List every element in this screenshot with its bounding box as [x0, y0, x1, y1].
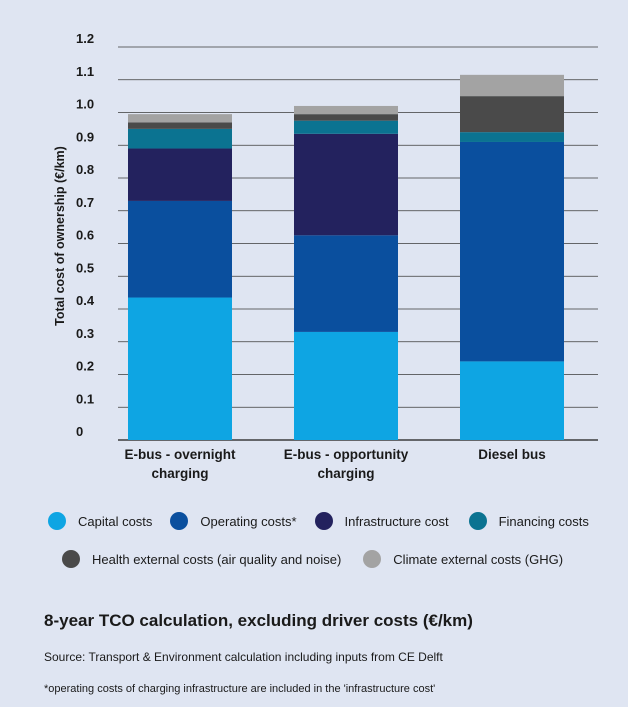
y-tick-label: 0.9 — [76, 129, 94, 144]
y-tick-label: 0.2 — [76, 359, 94, 374]
y-tick-label: 0.7 — [76, 195, 94, 210]
y-tick-label: 0 — [76, 424, 83, 439]
y-tick-label: 0.4 — [76, 293, 95, 308]
legend-item: Capital costs — [48, 512, 152, 530]
y-tick-label: 1.1 — [76, 64, 94, 79]
y-tick-label: 1.2 — [76, 31, 94, 46]
legend-label: Infrastructure cost — [344, 513, 449, 529]
y-tick-label: 1.0 — [76, 97, 94, 112]
bar-segment — [460, 361, 564, 440]
bar-segment — [294, 235, 398, 332]
bar-segment — [128, 122, 232, 129]
legend-swatch — [170, 512, 189, 530]
legend-swatch — [62, 550, 80, 568]
stacked-bar-chart: 0 0.1 0.2 0.3 0.4 0.5 0.6 0.7 0.8 0.9 1.0 1.1 1.2 E-… — [53, 31, 598, 481]
legend-row-2: Health external costs (air quality and n… — [62, 550, 563, 568]
bar-segment — [294, 331, 398, 440]
y-tick-label: 0.8 — [76, 162, 94, 177]
y-tick-label: 0.1 — [76, 391, 94, 406]
legend-item: Health external costs (air quality and n… — [62, 550, 341, 568]
legend-swatch — [314, 512, 333, 530]
y-tick-label: 0.5 — [76, 260, 94, 275]
category-label-line: charging — [317, 466, 374, 481]
bar-segment — [460, 74, 564, 97]
category-label: E-bus - opportunity charging — [284, 447, 409, 481]
category-label-line: Diesel bus — [478, 447, 546, 462]
bar-segment — [460, 132, 564, 142]
y-tick-label: 0.6 — [76, 228, 94, 243]
bar-segment — [128, 114, 232, 123]
bar-segment — [294, 114, 398, 121]
legend-item: Operating costs* — [170, 512, 297, 530]
legend-label: Capital costs — [78, 513, 153, 529]
bar-segment — [460, 141, 564, 362]
legend-label: Climate external costs (GHG) — [393, 551, 564, 567]
bar-segment — [128, 297, 232, 440]
bar-segment — [294, 105, 398, 115]
footnote: *operating costs of charging infrastruct… — [44, 683, 436, 695]
y-tick-labels: 0 0.1 0.2 0.3 0.4 0.5 0.6 0.7 0.8 0.9 1.0 1.1 1.2 — [76, 31, 95, 439]
bars — [128, 74, 564, 440]
chart-caption-title: 8-year TCO calculation, excluding driver… — [44, 611, 473, 630]
category-label-line: E-bus - overnight — [125, 447, 237, 462]
bar-segment — [128, 148, 232, 201]
legend-item: Infrastructure cost — [314, 512, 449, 530]
y-axis-label: Total cost of ownership (€/km) — [53, 146, 67, 326]
source-note: Source: Transport & Environment calculat… — [44, 650, 443, 664]
legend-swatch — [48, 512, 66, 530]
legend-item: Financing costs — [468, 512, 589, 530]
bar-segment — [460, 96, 564, 133]
bar-segment — [294, 120, 398, 134]
legend-swatch — [468, 512, 487, 530]
legend-row-1: Capital costs Operating costs* Infrastruct… — [48, 512, 589, 530]
category-label: Diesel bus — [478, 447, 546, 462]
category-label-line: charging — [151, 466, 208, 481]
legend-label: Financing costs — [498, 513, 589, 529]
legend-label: Operating costs* — [200, 513, 297, 529]
bar-segment — [128, 200, 232, 298]
bar-segment — [294, 133, 398, 236]
legend-item: Climate external costs (GHG) — [363, 550, 563, 568]
category-label: E-bus - overnight charging — [125, 447, 237, 481]
category-label-line: E-bus - opportunity — [284, 447, 409, 462]
y-tick-label: 0.3 — [76, 326, 94, 341]
legend-label: Health external costs (air quality and n… — [92, 551, 342, 567]
bar-segment — [128, 128, 232, 149]
legend-swatch — [363, 550, 382, 568]
